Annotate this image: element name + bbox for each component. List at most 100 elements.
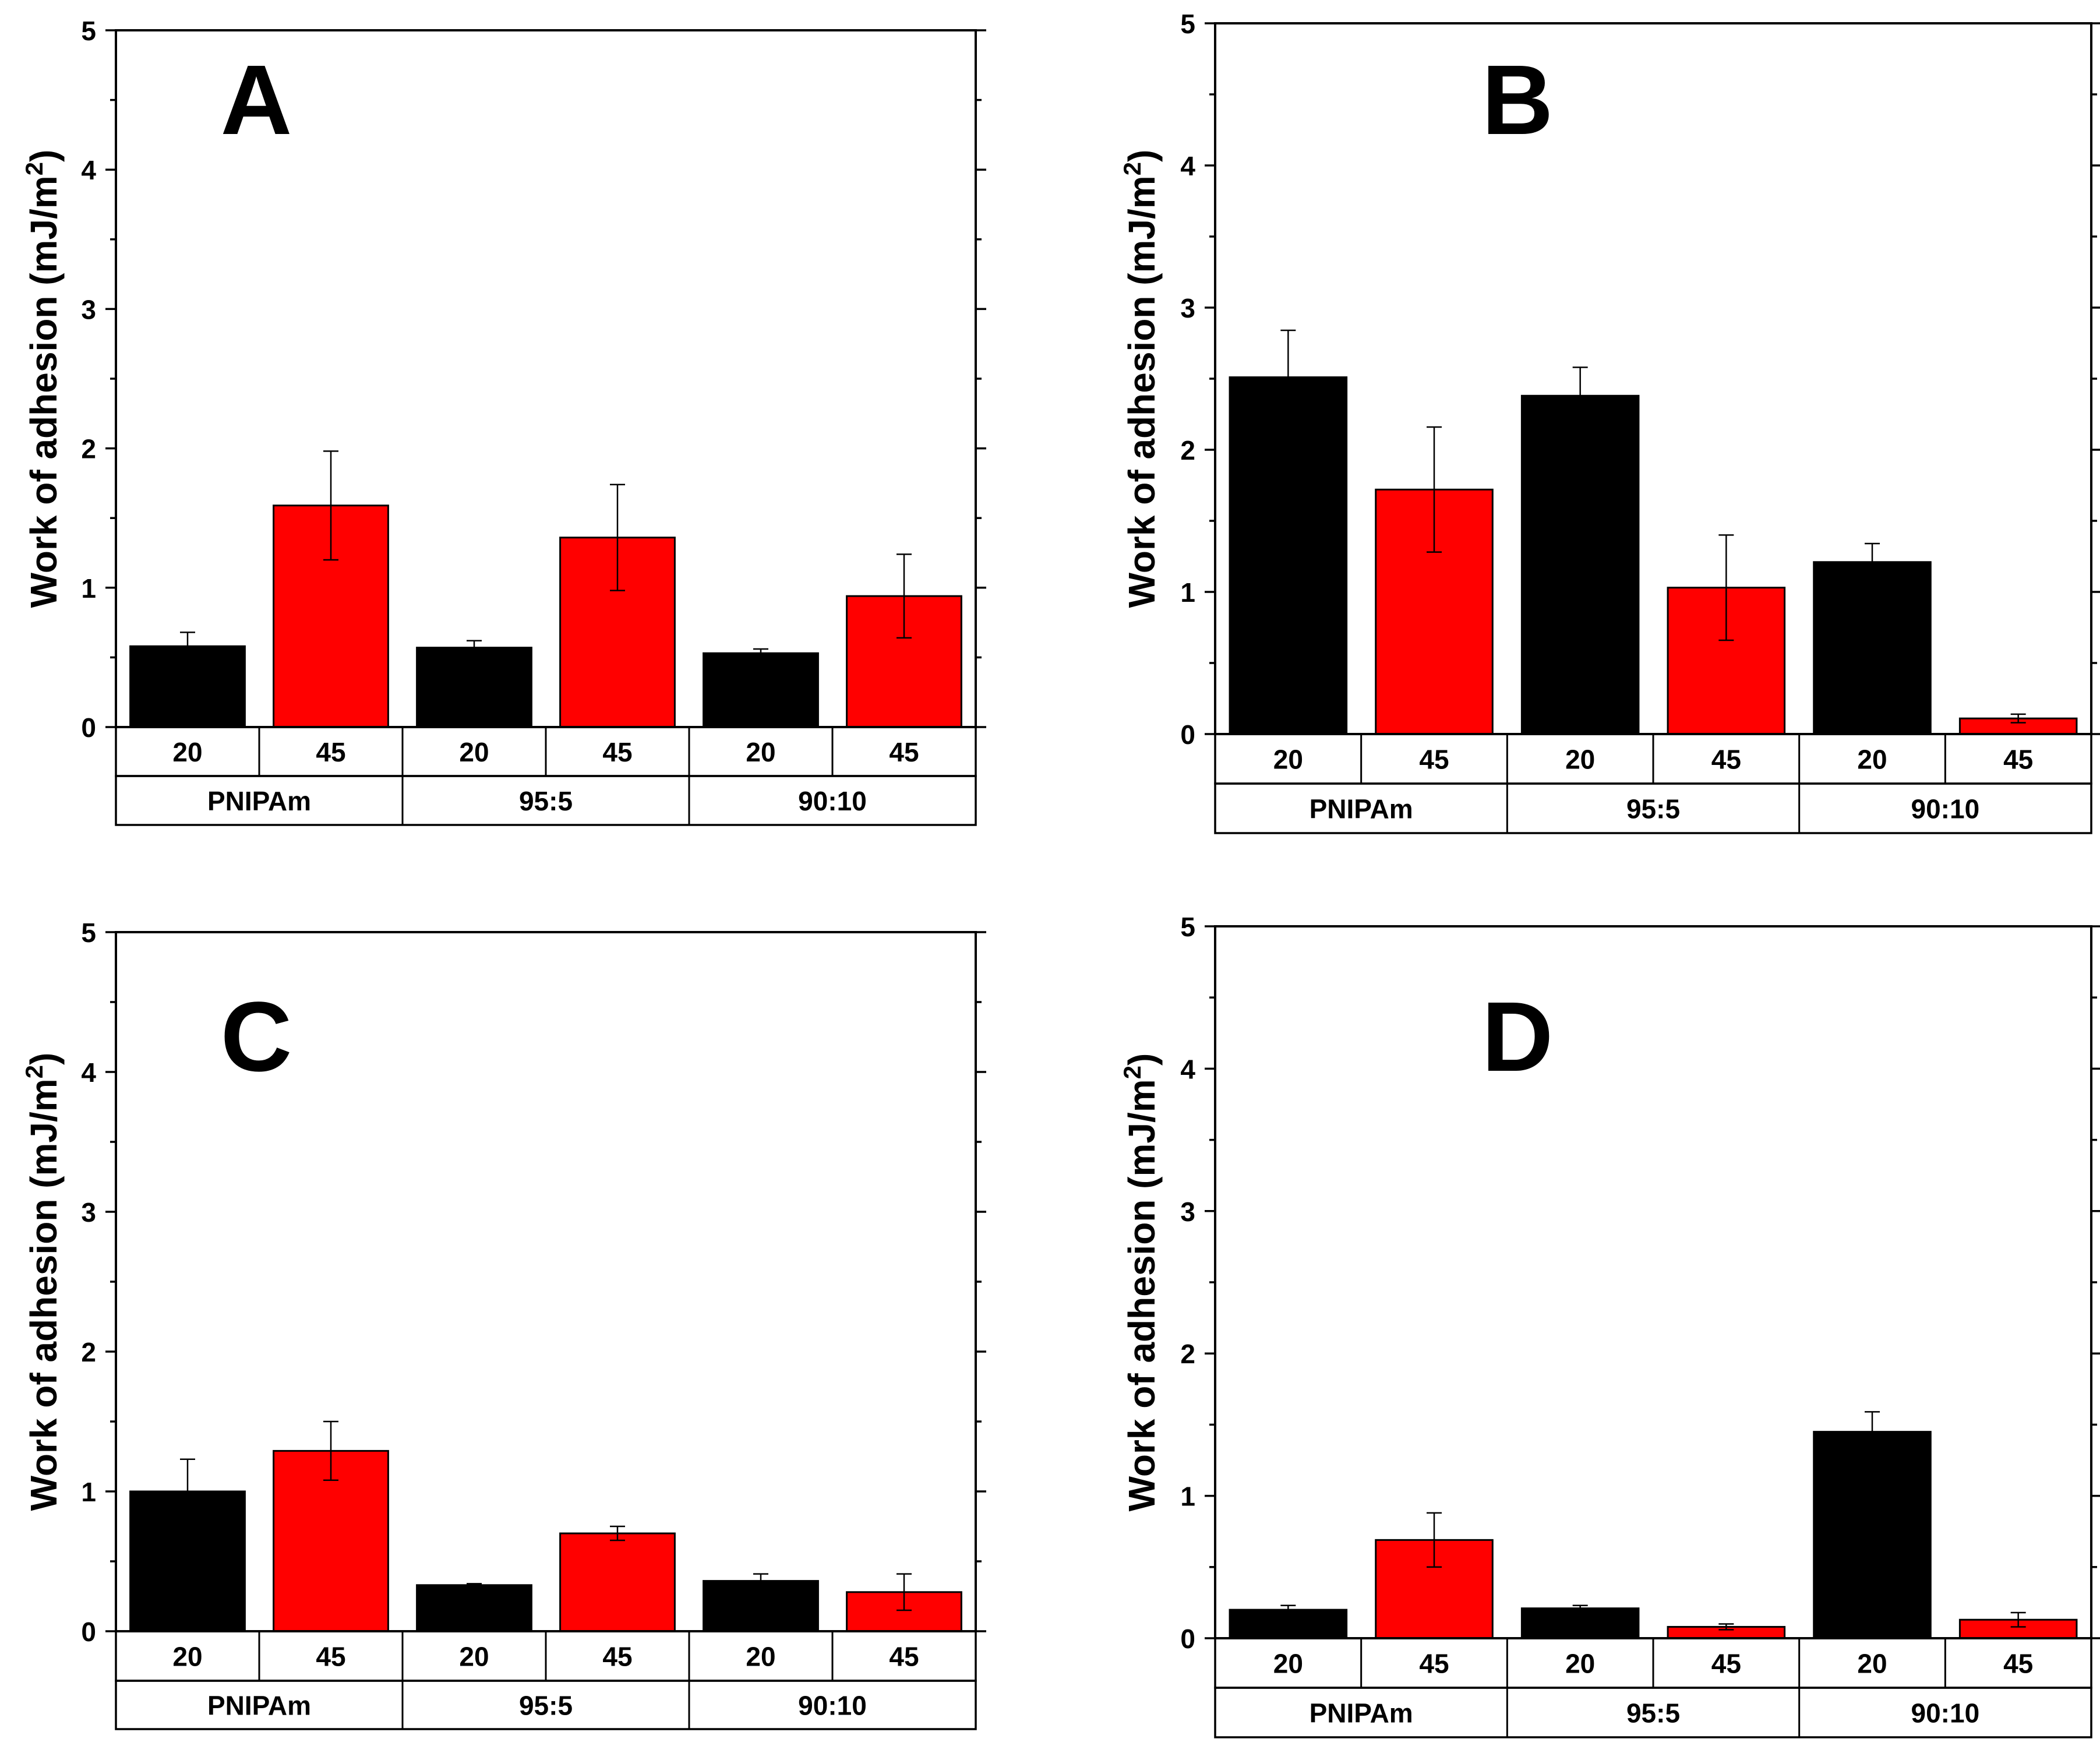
error-bar — [897, 1573, 912, 1611]
y-tick-label: 0 — [1180, 719, 1195, 750]
group-label: PNIPAm — [1310, 794, 1413, 824]
category-label: 45 — [1711, 1649, 1741, 1679]
error-bar — [1865, 542, 1880, 581]
error-bar — [753, 1573, 768, 1589]
error-bar — [753, 648, 768, 658]
group-row — [115, 775, 977, 826]
error-bar — [323, 1420, 338, 1482]
y-axis-label-main: Work of adhesion (mJ/m — [23, 1078, 65, 1511]
y-tick-label: 4 — [1180, 151, 1195, 181]
error-bar — [1718, 534, 1734, 641]
panel-letter: D — [1482, 982, 1554, 1092]
bar — [1813, 561, 1932, 735]
error-bar — [1718, 1623, 1734, 1631]
y-axis-label: Work of adhesion (mJ/m2) — [1118, 1053, 1163, 1512]
y-tick-label: 3 — [81, 294, 96, 325]
error-bar — [180, 1458, 195, 1525]
error-bar — [467, 1583, 482, 1588]
error-bar — [897, 553, 912, 639]
group-label: 90:10 — [1911, 1698, 1980, 1729]
bar — [1520, 394, 1640, 735]
y-axis-label-main: Work of adhesion (mJ/m — [23, 175, 65, 608]
category-label: 45 — [602, 737, 632, 767]
error-bar — [1572, 366, 1588, 425]
y-tick-label: 3 — [1180, 293, 1195, 323]
y-tick-label: 4 — [81, 155, 96, 185]
category-label: 45 — [316, 737, 345, 767]
y-tick-label: 2 — [1180, 435, 1195, 465]
category-label: 20 — [1857, 1649, 1887, 1679]
category-label: 45 — [1711, 745, 1741, 775]
y-tick-label: 3 — [81, 1197, 96, 1228]
y-axis-label-main: Work of adhesion (mJ/m — [1121, 175, 1163, 608]
error-bar — [1427, 426, 1442, 553]
y-axis-label-close: ) — [23, 1053, 65, 1065]
panel-letter: C — [221, 982, 292, 1092]
error-bar — [610, 484, 625, 591]
category-label: 20 — [746, 737, 775, 767]
bar — [1229, 376, 1348, 735]
y-axis-label: Work of adhesion (mJ/m2) — [20, 150, 65, 608]
group-label: 90:10 — [798, 1691, 867, 1721]
group-label: 95:5 — [519, 1691, 573, 1721]
group-label: 90:10 — [798, 786, 867, 816]
group-label: 95:5 — [519, 786, 573, 816]
panel-letter: B — [1482, 45, 1554, 156]
bar — [703, 652, 819, 728]
plot-frame — [1214, 925, 2092, 1639]
error-bar — [180, 632, 195, 661]
category-label: 20 — [1857, 745, 1887, 775]
category-label: 45 — [1419, 745, 1449, 775]
bar — [416, 647, 532, 728]
category-label: 45 — [602, 1642, 632, 1672]
y-tick-label: 0 — [81, 1617, 96, 1647]
category-label: 45 — [889, 737, 919, 767]
y-axis-label-sup: 2 — [20, 1065, 48, 1078]
category-label: 20 — [1273, 1649, 1303, 1679]
category-label: 20 — [1565, 1649, 1595, 1679]
category-label: 20 — [1273, 745, 1303, 775]
group-row — [1214, 1687, 2092, 1738]
error-bar — [1280, 329, 1296, 425]
bar — [559, 1532, 676, 1632]
group-label: PNIPAm — [207, 786, 311, 816]
y-axis-label-sup: 2 — [1118, 1066, 1146, 1079]
y-axis-label-sup: 2 — [1118, 162, 1146, 175]
y-axis-label: Work of adhesion (mJ/m2) — [20, 1053, 65, 1511]
y-tick-label: 0 — [1180, 1624, 1195, 1654]
group-row — [1214, 782, 2092, 834]
y-tick-label: 2 — [81, 1337, 96, 1367]
y-axis-label-main: Work of adhesion (mJ/m — [1121, 1079, 1163, 1511]
y-tick-label: 2 — [81, 434, 96, 464]
y-axis-label-close: ) — [1121, 150, 1163, 162]
error-bar — [1572, 1604, 1588, 1612]
category-label: 45 — [2003, 1649, 2033, 1679]
category-label: 20 — [746, 1642, 775, 1672]
y-tick-label: 0 — [81, 713, 96, 743]
error-bar — [1427, 1512, 1442, 1568]
group-label: 95:5 — [1626, 1698, 1680, 1729]
y-axis-label-sup: 2 — [20, 162, 48, 175]
y-tick-label: 1 — [1180, 1482, 1195, 1512]
y-tick-label: 1 — [81, 1477, 96, 1507]
category-label: 45 — [2003, 745, 2033, 775]
category-label: 45 — [1419, 1649, 1449, 1679]
group-label: 95:5 — [1626, 794, 1680, 824]
bar — [1813, 1431, 1932, 1639]
category-label: 20 — [459, 737, 489, 767]
error-bar — [1280, 1604, 1296, 1615]
y-tick-label: 5 — [1180, 9, 1195, 39]
group-row — [115, 1680, 977, 1730]
error-bar — [1865, 1411, 1880, 1453]
category-label: 20 — [459, 1642, 489, 1672]
y-tick-label: 5 — [1180, 912, 1195, 942]
y-axis-label-close: ) — [1121, 1053, 1163, 1066]
y-tick-label: 5 — [81, 918, 96, 948]
category-label: 20 — [1565, 745, 1595, 775]
panel-letter: A — [221, 45, 292, 156]
y-tick-label: 4 — [81, 1057, 96, 1088]
